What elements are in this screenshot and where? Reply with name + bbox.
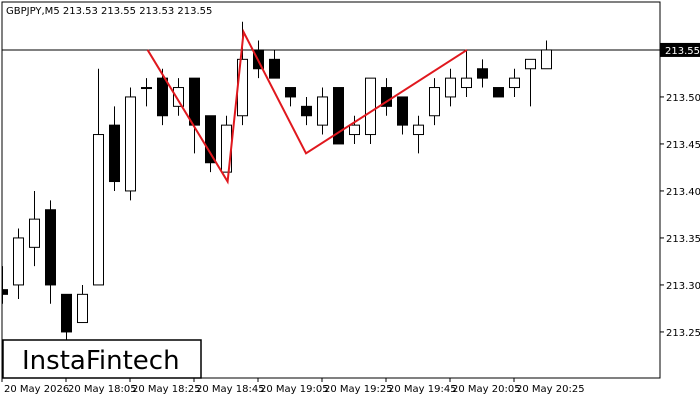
candle-body	[381, 87, 392, 107]
candle-body	[429, 87, 440, 117]
candle-body	[541, 49, 552, 70]
candle-body	[285, 87, 296, 98]
candle-body	[2, 289, 8, 295]
candle-body	[301, 105, 312, 117]
candle-body	[493, 87, 504, 98]
x-tick-label: 20 May 19:25	[324, 384, 393, 395]
candle-body	[525, 58, 536, 70]
x-tick-label: 20 May 19:45	[388, 384, 457, 395]
candle-body	[141, 87, 152, 90]
y-tick-label: 213.50	[666, 93, 700, 104]
candle-body	[77, 293, 88, 324]
chart-title: GBPJPY,M5 213.53 213.55 213.53 213.55	[6, 6, 212, 17]
x-tick-label: 20 May 18:45	[196, 384, 265, 395]
candle-body	[477, 68, 488, 79]
candle-body	[205, 115, 216, 164]
candle-body	[125, 96, 136, 192]
candle-body	[29, 218, 40, 248]
candle-body	[461, 77, 472, 89]
x-tick-label: 20 May 20:05	[452, 384, 521, 395]
candle-body	[61, 293, 72, 333]
current-price-label: 213.55	[665, 46, 700, 57]
candle-body	[445, 77, 456, 98]
candle-body	[189, 77, 200, 126]
candle-body	[13, 237, 24, 286]
y-tick-label: 213.30	[666, 281, 700, 292]
x-tick-label: 20 May 19:05	[260, 384, 329, 395]
y-tick-label: 213.35	[666, 234, 700, 245]
x-tick-label: 20 May 18:25	[132, 384, 201, 395]
watermark: InstaFintech	[22, 346, 180, 376]
candle-body	[45, 209, 56, 286]
candle-body	[93, 134, 104, 286]
y-tick-label: 213.40	[666, 187, 700, 198]
x-tick-label: 20 May 18:05	[68, 384, 137, 395]
x-tick-label: 20 May 2026	[4, 384, 69, 395]
candle-body	[269, 58, 280, 79]
y-tick-label: 213.25	[666, 328, 700, 339]
candle-body	[157, 77, 168, 117]
candle-body	[397, 96, 408, 126]
pattern-line	[146, 28, 468, 185]
candle-body	[509, 77, 520, 89]
candle-body	[413, 124, 424, 136]
x-tick-label: 20 May 20:25	[516, 384, 585, 395]
watermark-box	[2, 339, 202, 379]
candle-body	[365, 77, 376, 136]
y-tick-label: 213.45	[666, 140, 700, 151]
candle-body	[317, 96, 328, 126]
candle-body	[109, 124, 120, 183]
candle-body	[349, 124, 360, 136]
current-price-box	[660, 42, 700, 57]
candle-body	[173, 87, 184, 107]
plot-area	[2, 21, 660, 342]
candle-body	[333, 87, 344, 145]
